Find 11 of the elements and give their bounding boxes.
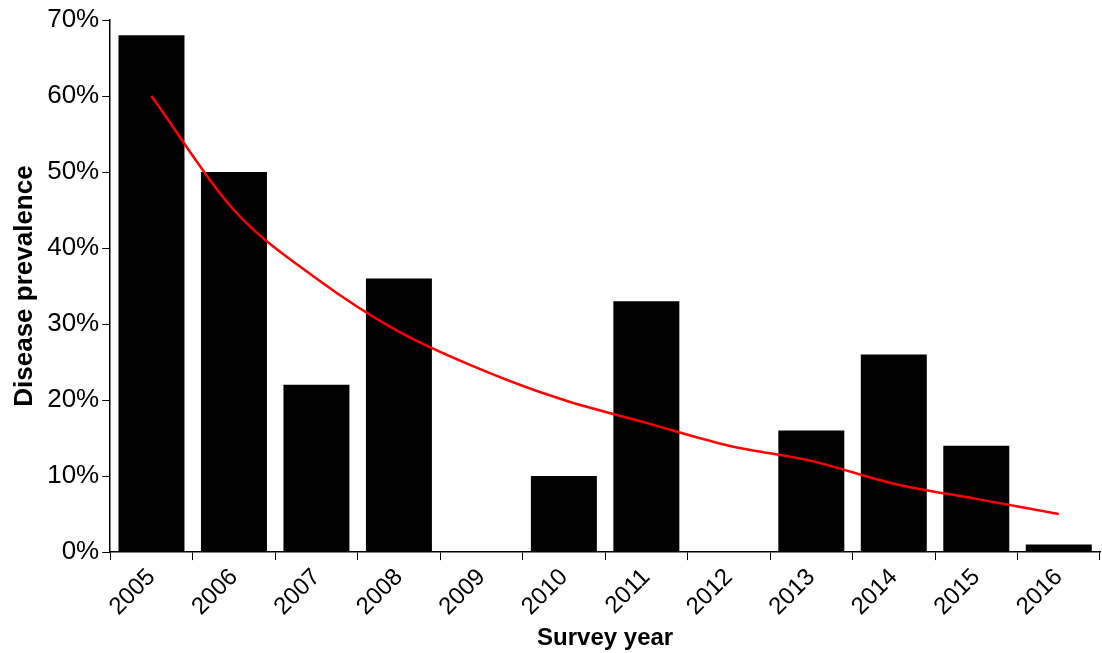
y-axis-title: Disease prevalence bbox=[7, 165, 38, 407]
y-tick-label: 70% bbox=[47, 3, 100, 34]
y-tick-label: 10% bbox=[47, 459, 100, 490]
y-tick-label: 30% bbox=[47, 307, 100, 338]
y-tick-label: 50% bbox=[47, 155, 100, 186]
y-tick-label: 20% bbox=[47, 383, 100, 414]
y-tick-label: 0% bbox=[61, 535, 100, 566]
y-tick-label: 60% bbox=[47, 79, 100, 110]
line-series bbox=[150, 94, 1061, 516]
x-axis-title: Survey year bbox=[537, 623, 674, 651]
y-tick-label: 40% bbox=[47, 231, 100, 262]
